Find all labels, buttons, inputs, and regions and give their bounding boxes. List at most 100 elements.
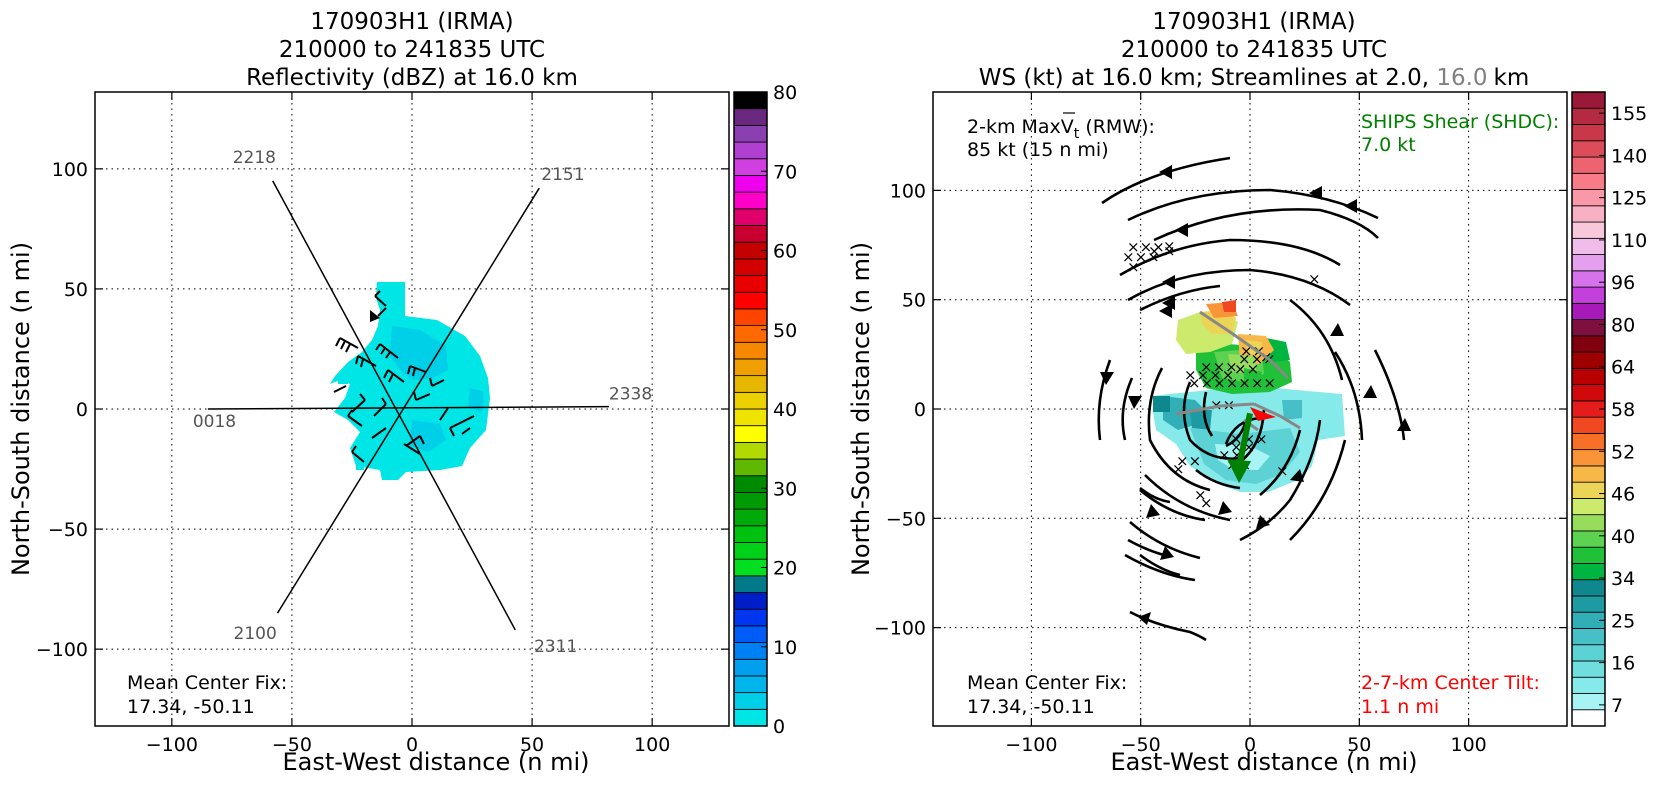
svg-text:×××: ××× (1200, 358, 1238, 376)
colorbar-swatch (733, 658, 768, 677)
y-tick-label: 0 (914, 399, 926, 421)
colorbar-swatch (1571, 530, 1606, 548)
flight-leg-line (207, 405, 609, 410)
colorbar-tick-label: 52 (1611, 441, 1635, 463)
colorbar-swatch (733, 441, 768, 460)
colorbar-swatch (733, 208, 768, 226)
right-title-line-3: WS (kt) at 16.0 km; Streamlines at 2.0, … (979, 65, 1530, 91)
svg-text:×××: ××× (1230, 430, 1268, 448)
colorbar-swatch (1571, 107, 1606, 125)
flight-leg-line (272, 180, 516, 631)
colorbar-tick-label: 7 (1611, 695, 1623, 717)
left-reflectivity-field (330, 282, 490, 480)
colorbar-swatch (1571, 449, 1606, 467)
colorbar-swatch (1571, 140, 1606, 158)
colorbar-swatch (733, 141, 768, 160)
colorbar-swatch (1571, 660, 1606, 678)
streamlines (1097, 156, 1406, 642)
colorbar-swatch (1571, 156, 1606, 174)
colorbar-tick-label: 155 (1611, 103, 1647, 125)
left-title-line-1: 170903H1 (IRMA) (310, 9, 513, 35)
x-tick-label: −50 (272, 734, 312, 756)
flight-leg-label: 2311 (534, 637, 577, 657)
x-tick-label: 50 (1347, 734, 1371, 756)
shear-vector-head (1227, 459, 1252, 484)
colorbar-tick-label: 60 (773, 241, 797, 263)
ships-shear-value: 7.0 kt (1361, 134, 1416, 156)
left-xlabel: East-West distance (n mi) (282, 748, 589, 776)
colorbar-swatch (733, 375, 768, 393)
right-title-line-1: 170903H1 (IRMA) (1152, 9, 1355, 35)
left-title-line-2: 210000 to 241835 UTC (279, 37, 545, 63)
left-chart: 170903H1 (IRMA) 210000 to 241835 UTC Ref… (7, 9, 797, 776)
right-grid (933, 92, 1567, 726)
svg-text:×: × (1200, 494, 1213, 512)
colorbar-swatch (733, 391, 768, 410)
colorbar-swatch (733, 492, 768, 510)
svg-text:×: × (1172, 460, 1185, 478)
colorbar-swatch (1571, 124, 1606, 142)
colorbar-swatch (733, 608, 768, 627)
colorbar-swatch (1571, 693, 1606, 711)
colorbar-swatch (733, 341, 768, 360)
colorbar-swatch (1571, 465, 1606, 483)
colorbar-swatch (1571, 221, 1606, 239)
y-tick-label: 50 (64, 279, 88, 301)
colorbar-swatch (1571, 432, 1606, 451)
colorbar-swatch (733, 225, 768, 243)
svg-text:×: × (1194, 486, 1207, 504)
right-center-fix-value: 17.34, -50.11 (967, 696, 1095, 718)
colorbar-swatch (1571, 91, 1606, 109)
colorbar-swatch (733, 675, 768, 694)
left-ticks: −100 −100 −50 −50 0 0 50 50 100 100 (36, 92, 729, 756)
rmw-value: 85 kt (15 n mi) (967, 139, 1109, 161)
colorbar-swatch (1571, 205, 1606, 223)
y-tick-label: −50 (48, 519, 88, 541)
flight-leg-label: 2338 (609, 385, 652, 405)
colorbar-tick-label: 140 (1611, 145, 1647, 167)
colorbar-swatch (1571, 384, 1606, 402)
flight-legs: 2218 2151 2338 0018 2100 2311 (193, 148, 652, 657)
colorbar-swatch (733, 592, 768, 610)
flight-leg-label: 2218 (233, 148, 276, 168)
svg-text:×: × (1163, 237, 1176, 255)
colorbar-swatch (733, 291, 768, 310)
colorbar-swatch (1571, 319, 1606, 337)
svg-text:×: × (1148, 242, 1161, 260)
colorbar-swatch (1571, 595, 1606, 613)
colorbar-swatch (733, 692, 768, 710)
svg-text:××: ×× (1234, 360, 1259, 378)
streamline-arrows (1100, 165, 1411, 625)
ships-shear-label: SHIPS Shear (SHDC): (1361, 111, 1559, 133)
colorbar-swatch (733, 175, 768, 193)
x-tick-label: 100 (634, 734, 670, 756)
colorbar-tick-label: 58 (1611, 399, 1635, 421)
colorbar-swatch (733, 108, 768, 126)
colorbar-swatch (733, 508, 768, 527)
flight-leg-label: 2100 (234, 624, 277, 644)
colorbar-swatch (1571, 237, 1606, 255)
colorbar-swatch (733, 158, 768, 176)
svg-text:×: × (1276, 462, 1289, 480)
colorbar-swatch (1571, 351, 1606, 369)
colorbar-swatch (1571, 172, 1606, 190)
y-tick-label: −100 (36, 639, 88, 661)
rmw-label: 2-km MaxVt (RMW): (967, 116, 1155, 142)
x-tick-label: 0 (406, 734, 418, 756)
right-title-line-2: 210000 to 241835 UTC (1121, 37, 1387, 63)
colorbar-swatch (733, 325, 768, 343)
colorbar-swatch (733, 525, 768, 543)
x-tick-label: 50 (520, 734, 544, 756)
right-chart: 170903H1 (IRMA) 210000 to 241835 UTC WS … (847, 9, 1647, 776)
colorbar-swatch (1571, 709, 1606, 727)
svg-text:×××: ××× (1127, 238, 1165, 256)
y-tick-label: −100 (874, 618, 926, 640)
colorbar-swatch (1571, 579, 1606, 597)
right-colorbar: 7 16 25 34 40 46 52 58 64 80 96 110 125 140 155 (1571, 91, 1647, 727)
colorbar-tick-label: 30 (773, 478, 797, 500)
colorbar-tick-label: 80 (1611, 314, 1635, 336)
x-tick-label: −50 (1121, 734, 1161, 756)
colorbar-swatch (733, 191, 768, 210)
x-tick-label: 0 (1244, 734, 1256, 756)
